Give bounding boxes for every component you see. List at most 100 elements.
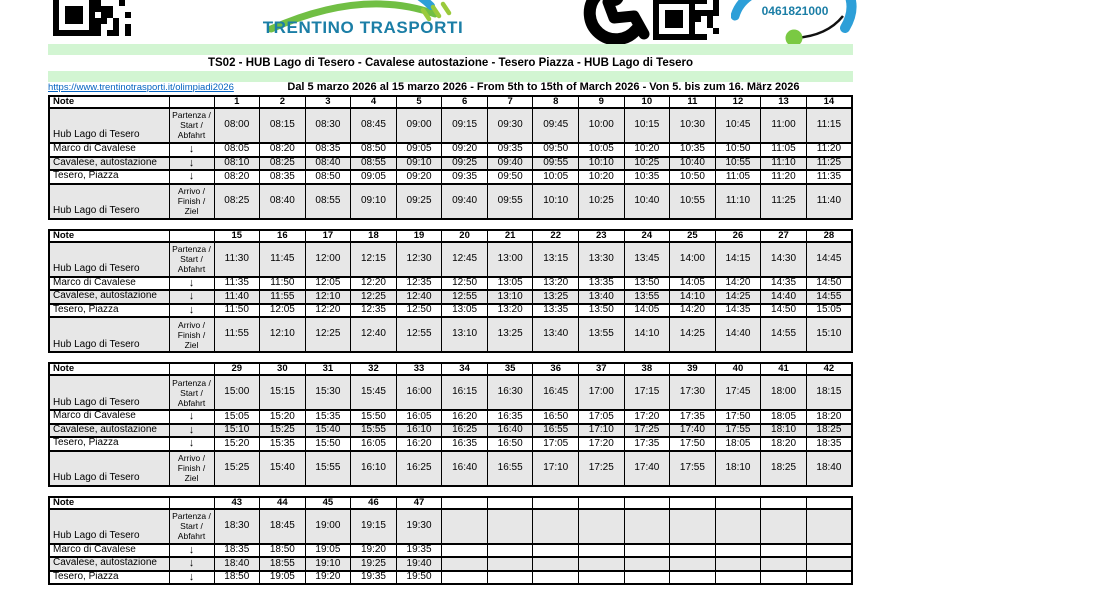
- green-bar-top: [48, 44, 853, 55]
- website-link[interactable]: https://www.trentinotrasporti.it/olimpia…: [48, 82, 234, 93]
- down-arrow-icon: ↓: [168, 436, 215, 452]
- time-cell: 09:30: [486, 106, 534, 144]
- time-cell: 14:40: [714, 316, 762, 354]
- column-number-cell: 33: [395, 362, 443, 377]
- column-number-cell: 18: [350, 228, 397, 243]
- note-header-cell: Note: [48, 362, 170, 377]
- time-cell: 15:30: [304, 374, 352, 412]
- time-cell: 19:00: [304, 507, 352, 545]
- time-cell: 08:40: [304, 155, 352, 172]
- time-cell: 16:20: [395, 436, 443, 452]
- time-cell: 14:20: [669, 302, 716, 319]
- time-cell: 18:15: [805, 374, 853, 412]
- time-cell: 16:10: [350, 449, 397, 487]
- column-number-cell: 28: [805, 228, 853, 243]
- time-cell: 18:25: [760, 449, 807, 487]
- note-header-cell: Note: [48, 495, 170, 510]
- column-number-cell: 27: [760, 228, 807, 243]
- time-cell: [714, 542, 762, 559]
- time-cell: 10:25: [623, 155, 671, 172]
- time-cell: 09:10: [350, 182, 397, 220]
- column-number-cell: 1: [213, 95, 261, 109]
- down-arrow-icon: ↓: [168, 302, 215, 319]
- label-header-cell: [168, 495, 215, 510]
- table-row: Cavalese, autostazione ↓ 11:40 11:55 12:10 12…: [48, 289, 853, 305]
- column-number-cell: 23: [578, 228, 625, 243]
- time-cell: [578, 507, 625, 545]
- time-cell: 13:25: [532, 289, 579, 305]
- time-cell: 12:45: [441, 240, 488, 278]
- time-cell: 09:25: [441, 155, 488, 172]
- time-cell: 08:35: [304, 142, 352, 158]
- time-cell: 10:05: [532, 169, 579, 185]
- time-cell: 13:50: [578, 302, 625, 319]
- time-cell: 09:40: [486, 155, 534, 172]
- direction-label-cell: Arrivo / Finish / Ziel: [168, 316, 215, 354]
- column-number-cell: 6: [441, 95, 488, 109]
- time-cell: 11:30: [213, 240, 261, 278]
- column-number-cell: 7: [486, 95, 534, 109]
- column-number-cell: 46: [350, 495, 397, 510]
- column-number-cell: 25: [669, 228, 716, 243]
- time-cell: 14:20: [714, 275, 762, 292]
- time-cell: 11:05: [714, 169, 762, 185]
- time-cell: 09:35: [486, 142, 534, 158]
- time-cell: 13:20: [486, 302, 534, 319]
- time-cell: 14:40: [760, 289, 807, 305]
- table-header-row: Note 43 44 45 46 47: [48, 495, 853, 510]
- column-number-cell: 20: [441, 228, 488, 243]
- label-header-cell: [168, 95, 215, 109]
- table-row: Hub Lago di Tesero Partenza / Start / Abf…: [48, 106, 853, 144]
- time-cell: 12:00: [304, 240, 352, 278]
- time-cell: 12:35: [350, 302, 397, 319]
- time-cell: 19:10: [304, 556, 352, 572]
- time-cell: 14:00: [669, 240, 716, 278]
- time-cell: 17:15: [623, 374, 671, 412]
- time-cell: 15:35: [304, 409, 352, 425]
- time-cell: 13:30: [578, 240, 625, 278]
- time-cell: 12:50: [395, 302, 443, 319]
- qr-code-right-icon: [653, 0, 719, 40]
- time-cell: 17:30: [669, 374, 716, 412]
- time-cell: [486, 542, 534, 559]
- time-cell: 16:35: [486, 409, 534, 425]
- time-cell: 12:55: [441, 289, 488, 305]
- time-cell: 13:55: [623, 289, 671, 305]
- table-row: Hub Lago di Tesero Arrivo / Finish / Ziel…: [48, 182, 853, 220]
- phone-handset-right: [840, 0, 857, 33]
- time-cell: 15:35: [259, 436, 306, 452]
- direction-label-cell: Partenza / Start / Abfahrt: [168, 374, 215, 412]
- time-cell: 08:30: [304, 106, 352, 144]
- logo-dash: [440, 1, 452, 16]
- phone-number: 0461821000: [762, 4, 829, 18]
- time-cell: 12:40: [350, 316, 397, 354]
- time-cell: 10:50: [669, 169, 716, 185]
- time-cell: 14:30: [760, 240, 807, 278]
- time-cell: 15:10: [213, 422, 261, 439]
- time-cell: [623, 556, 671, 572]
- time-cell: 16:40: [486, 422, 534, 439]
- time-cell: 09:25: [395, 182, 443, 220]
- time-cell: 09:45: [532, 106, 579, 144]
- time-cell: 18:35: [213, 542, 261, 559]
- column-number-cell: 11: [669, 95, 716, 109]
- direction-label-cell: Partenza / Start / Abfahrt: [168, 507, 215, 545]
- time-cell: 11:15: [805, 106, 853, 144]
- time-cell: 11:10: [760, 155, 807, 172]
- table-row: Marco di Cavalese ↓ 15:05 15:20 15:35 15:50 16…: [48, 409, 853, 425]
- station-name-cell: Cavalese, autostazione: [48, 422, 170, 439]
- column-number-cell: 19: [395, 228, 443, 243]
- column-number-cell: 39: [669, 362, 716, 377]
- time-cell: 16:00: [395, 374, 443, 412]
- time-cell: [578, 569, 625, 586]
- time-cell: 18:40: [805, 449, 853, 487]
- column-number-cell: 24: [623, 228, 671, 243]
- time-cell: 18:25: [805, 422, 853, 439]
- time-cell: 12:05: [304, 275, 352, 292]
- note-header-cell: Note: [48, 95, 170, 109]
- time-cell: 14:45: [805, 240, 853, 278]
- column-number-cell: 40: [714, 362, 762, 377]
- column-number-cell: 36: [532, 362, 579, 377]
- trentino-trasporti-logo: TRENTINO TRASPORTI: [263, 0, 463, 37]
- time-cell: 18:40: [213, 556, 261, 572]
